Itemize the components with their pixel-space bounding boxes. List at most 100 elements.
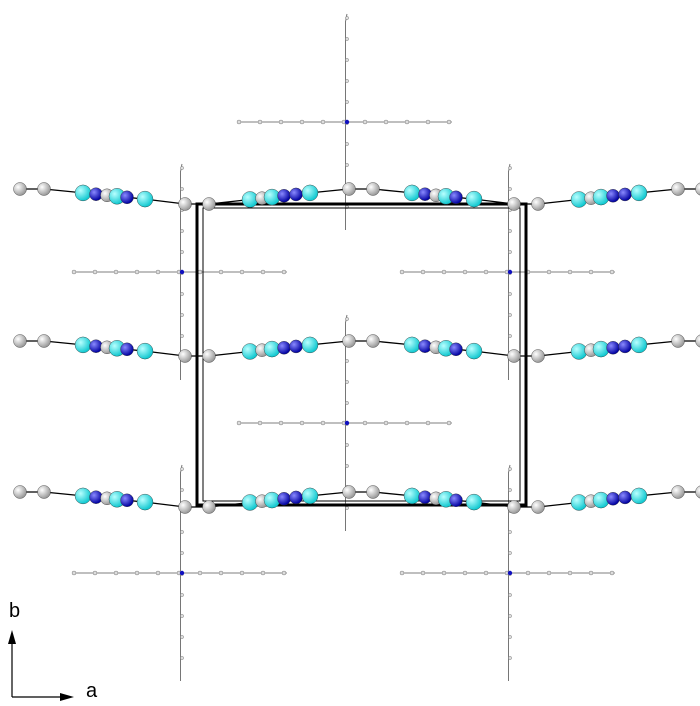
atom — [179, 501, 192, 514]
atom — [137, 494, 153, 510]
small-atom — [135, 571, 139, 575]
small-atom — [180, 614, 183, 617]
small-atom — [180, 313, 183, 316]
small-atom — [508, 467, 511, 470]
atom — [137, 343, 153, 359]
small-atom — [508, 488, 511, 491]
atom — [14, 335, 27, 348]
atom — [508, 350, 521, 363]
atom — [404, 185, 420, 201]
atom — [607, 492, 620, 505]
small-atom — [93, 270, 97, 274]
small-atom — [610, 571, 614, 575]
small-atom — [237, 421, 241, 425]
small-atom — [484, 270, 488, 274]
small-n-atom — [180, 571, 184, 575]
small-atom — [426, 120, 430, 124]
small-atom — [463, 571, 467, 575]
small-atom — [282, 571, 286, 575]
small-atom — [400, 270, 404, 274]
small-atom — [258, 120, 262, 124]
atom — [696, 486, 700, 499]
small-atom — [484, 571, 488, 575]
small-atom — [508, 166, 511, 169]
atom — [38, 183, 51, 196]
small-atom — [345, 443, 348, 446]
small-atom — [547, 571, 551, 575]
small-atom — [345, 317, 348, 320]
small-atom — [279, 120, 283, 124]
small-n-atom — [508, 270, 512, 274]
small-atom — [589, 571, 593, 575]
atom — [203, 198, 216, 211]
small-atom — [72, 270, 76, 274]
atom — [532, 198, 545, 211]
small-atom — [180, 635, 183, 638]
small-atom — [282, 270, 286, 274]
small-atom — [363, 421, 367, 425]
atom — [290, 340, 303, 353]
atom — [278, 341, 291, 354]
small-n-atom — [508, 571, 512, 575]
small-atom — [421, 270, 425, 274]
atom — [302, 185, 318, 201]
small-atom — [198, 270, 202, 274]
small-atom — [240, 571, 244, 575]
small-atom — [180, 488, 183, 491]
small-atom — [180, 334, 183, 337]
thin-molecules — [72, 14, 615, 681]
small-atom — [156, 270, 160, 274]
atom — [672, 486, 685, 499]
atom — [14, 183, 27, 196]
ball-chains — [14, 183, 700, 514]
small-atom — [568, 571, 572, 575]
small-atom — [384, 421, 388, 425]
small-atom — [384, 120, 388, 124]
atom — [631, 337, 647, 353]
atom — [619, 340, 632, 353]
small-atom — [345, 380, 348, 383]
small-atom — [568, 270, 572, 274]
small-atom — [240, 270, 244, 274]
small-atom — [442, 270, 446, 274]
small-atom — [508, 334, 511, 337]
atom — [532, 501, 545, 514]
atom — [672, 183, 685, 196]
small-atom — [114, 270, 118, 274]
atom — [672, 335, 685, 348]
small-n-atom — [180, 270, 184, 274]
small-atom — [447, 120, 451, 124]
small-atom — [180, 187, 183, 190]
atom — [450, 191, 463, 204]
atom — [404, 337, 420, 353]
small-atom — [400, 571, 404, 575]
small-atom — [421, 571, 425, 575]
small-atom — [261, 270, 265, 274]
atom — [121, 494, 134, 507]
small-atom — [508, 551, 511, 554]
small-atom — [405, 421, 409, 425]
small-atom — [526, 571, 530, 575]
small-atom — [198, 571, 202, 575]
atom — [203, 501, 216, 514]
atom — [696, 183, 700, 196]
atom — [532, 350, 545, 363]
atom — [75, 337, 91, 353]
atom — [631, 488, 647, 504]
small-atom — [180, 292, 183, 295]
small-atom — [345, 37, 348, 40]
small-atom — [180, 229, 183, 232]
small-atom — [93, 571, 97, 575]
small-atom — [72, 571, 76, 575]
small-atom — [180, 656, 183, 659]
atom — [203, 350, 216, 363]
small-atom — [321, 421, 325, 425]
small-atom — [345, 142, 348, 145]
small-atom — [321, 120, 325, 124]
small-atom — [345, 16, 348, 19]
atom — [14, 486, 27, 499]
atom — [466, 494, 482, 510]
atom — [290, 188, 303, 201]
small-atom — [180, 530, 183, 533]
